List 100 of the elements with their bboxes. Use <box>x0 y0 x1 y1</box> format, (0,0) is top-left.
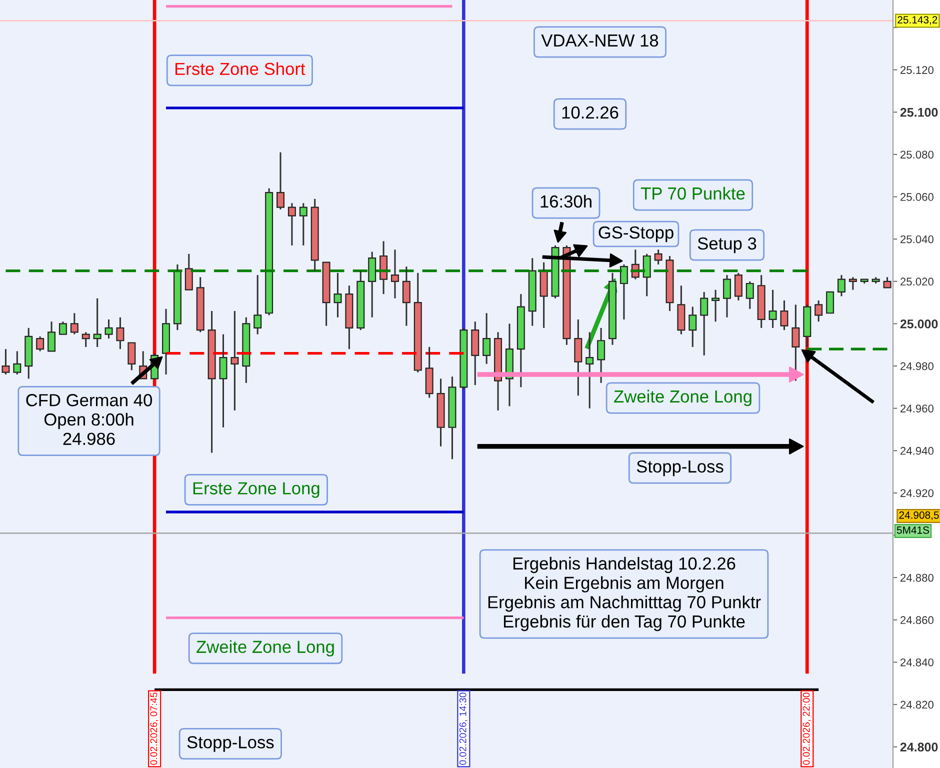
candlestick <box>402 266 410 327</box>
candlestick <box>299 202 308 246</box>
candlestick <box>368 251 376 318</box>
annotation: Stopp-Loss <box>636 460 724 476</box>
candlestick <box>597 327 606 384</box>
y-tick-label: 24.980 <box>900 362 934 370</box>
candlestick <box>642 253 651 297</box>
candlestick <box>540 262 548 329</box>
candlestick <box>380 240 388 295</box>
candlestick <box>254 274 262 336</box>
y-tick-label: 24.960 <box>900 404 934 412</box>
annotation: TP 70 Punkte <box>640 186 745 200</box>
y-tick-label: 24.860 <box>900 616 934 624</box>
text: Stopp-Loss <box>187 736 274 752</box>
candlestick <box>334 272 342 318</box>
candlestick <box>780 300 788 331</box>
candlestick <box>482 312 491 365</box>
annotation: Zweite Zone Long <box>614 390 752 406</box>
y-tick-label: 24.800 <box>900 742 938 752</box>
y-tick-label: 24.840 <box>900 658 934 666</box>
candlestick <box>516 293 525 388</box>
series-label: Erste Zone Short <box>175 62 306 76</box>
candlestick <box>162 308 170 376</box>
y-tick-label: 25.060 <box>900 193 934 201</box>
candlestick <box>70 312 78 336</box>
candlestick <box>219 334 228 428</box>
x-tick-label: 0.02.2026, 14:30 <box>459 692 468 765</box>
candlestick <box>700 291 708 356</box>
candlestick <box>436 378 445 448</box>
candlestick <box>173 264 182 331</box>
candlestick <box>2 348 10 376</box>
y-tick-label: 25.120 <box>900 66 934 74</box>
annotation: CFD German 40 Open 8:00h 24.986 <box>26 394 152 445</box>
candlestick <box>230 310 239 412</box>
candlestick <box>848 276 857 291</box>
candlestick <box>93 298 102 348</box>
candlestick <box>551 244 560 300</box>
ref-line-label: 25.143,2 <box>898 16 938 25</box>
candlestick <box>837 274 846 297</box>
candlestick <box>814 300 823 322</box>
candlestick <box>471 320 480 386</box>
candlestick <box>803 304 812 348</box>
x-tick-label: 0.02.2026, 07:45 <box>150 692 158 765</box>
candlestick <box>13 350 22 376</box>
text: 24.908,5 <box>899 511 939 520</box>
annotation: GS-Stopp <box>598 226 674 242</box>
annotation: 10.2.26 <box>562 106 618 119</box>
candlestick <box>82 331 90 348</box>
candlestick <box>460 327 468 390</box>
y-tick-label: 25.000 <box>900 320 938 328</box>
candlestick <box>872 276 880 284</box>
candlestick <box>666 255 674 312</box>
candlestick <box>414 272 422 374</box>
candlestick <box>345 284 354 350</box>
annotation: Setup 3 <box>698 237 756 254</box>
annotation: Ergebnis Handelstag 10.2.26 Kein Ergebnis am Morgen Ergebnis am Nachmitttag 70 Punktr Ergebnis für den Tag 70 Punkte <box>488 556 761 632</box>
candlestick <box>768 289 777 329</box>
candlestick <box>288 202 296 246</box>
candlestick <box>654 248 662 266</box>
y-tick-label: 24.920 <box>900 489 934 498</box>
candlestick <box>196 276 204 333</box>
candlestick <box>104 318 113 340</box>
candlestick <box>528 257 536 327</box>
candlestick <box>574 318 582 396</box>
candlestick <box>242 316 250 384</box>
candlestick <box>24 327 33 380</box>
candlestick <box>723 274 731 318</box>
candlestick <box>712 289 720 322</box>
candlestick <box>276 152 284 210</box>
annotation: VDAX-NEW 18 <box>541 34 658 47</box>
candlestick <box>608 272 616 346</box>
y-tick-label: 24.880 <box>900 574 934 582</box>
series-label: Erste Zone Long <box>193 482 320 498</box>
text: 5M41S <box>896 526 930 534</box>
annotation: 16:30h <box>540 194 592 208</box>
candlestick <box>36 336 44 352</box>
candlestick <box>688 306 697 348</box>
candlestick <box>734 272 742 302</box>
candlestick <box>356 270 365 331</box>
y-tick-label: 24.820 <box>900 700 934 709</box>
candlestick <box>208 310 216 454</box>
candlestick <box>448 376 456 460</box>
candlestick <box>310 198 319 272</box>
y-tick-label: 25.020 <box>900 278 934 286</box>
candlestick <box>390 248 399 300</box>
candlestick <box>562 244 571 346</box>
candlestick <box>677 284 686 336</box>
y-tick-label: 25.080 <box>900 150 934 159</box>
y-tick-label: 25.040 <box>900 235 934 244</box>
candlestick <box>746 280 754 310</box>
candlestick <box>265 188 274 316</box>
x-tick-label: 0.02.2026, 22:00 <box>802 692 811 765</box>
candlestick <box>586 331 594 410</box>
candlestick <box>425 346 434 399</box>
candlestick <box>116 316 124 350</box>
y-tick-label: 24.940 <box>900 446 934 455</box>
candlestick <box>620 264 628 320</box>
y-tick-label: 25.100 <box>900 108 938 117</box>
series-label: Zweite Zone Long <box>196 640 334 656</box>
candlestick <box>757 274 766 329</box>
